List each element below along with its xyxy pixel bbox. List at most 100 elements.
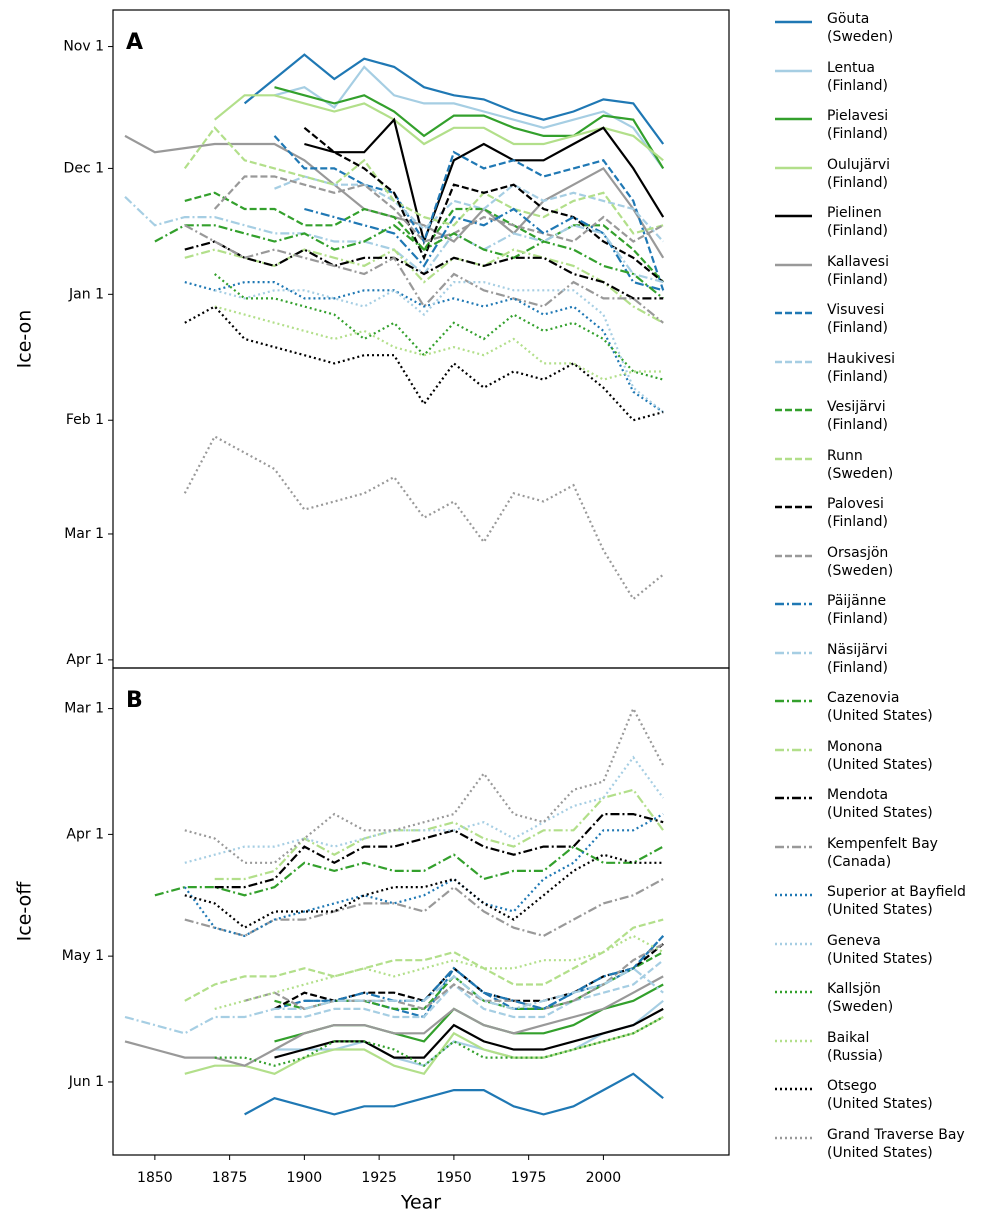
series-line [274, 999, 664, 1067]
legend-label: Palovesi (Finland) [827, 496, 888, 530]
legend-entry: Vesijärvi (Finland) [772, 398, 997, 447]
x-tick-label: 1875 [212, 1170, 248, 1186]
legend-label: Runn (Sweden) [827, 447, 894, 482]
series-line [214, 94, 664, 162]
legend-entry: Visuvesi (Finland) [772, 301, 997, 350]
y-tick-label: Mar 1 [64, 526, 104, 542]
series-line [304, 117, 665, 246]
legend-swatch [775, 457, 812, 460]
legend-swatch [775, 1087, 812, 1091]
series-line [183, 126, 664, 235]
legend-entry: Runn (Sweden) [772, 447, 997, 496]
legend-label: Vesijärvi (Finland) [827, 399, 888, 433]
legend-swatch [775, 748, 812, 751]
y-tick-label: Dec 1 [64, 160, 104, 176]
legend-label: Lentua (Finland) [827, 59, 888, 94]
series-line [184, 706, 665, 864]
legend-entry: Cazenovia (United States) [772, 689, 997, 738]
legend-label: Göuta (Sweden) [827, 11, 894, 45]
legend-swatch [775, 893, 812, 897]
series-line [183, 435, 664, 601]
x-tick-label: 1850 [137, 1170, 173, 1186]
series-line [184, 853, 664, 930]
series-line [273, 135, 665, 291]
legend-label: Visuvesi (Finland) [827, 302, 888, 336]
series-line [124, 966, 664, 1035]
legend-swatch [775, 263, 812, 266]
legend-entry: Haukivesi (Finland) [772, 350, 997, 399]
y-tick-label: Apr 1 [66, 652, 104, 668]
legend-swatch [775, 69, 812, 72]
series-line [214, 934, 664, 1010]
series-line [274, 65, 665, 170]
legend-label: Mendota (United States) [827, 787, 933, 821]
x-tick-label: 1925 [361, 1170, 397, 1186]
y-tick-label: Mar 1 [64, 701, 104, 717]
series-line [214, 305, 664, 381]
legend-entry: Lentua (Finland) [772, 59, 997, 108]
legend-entry: Göuta (Sweden) [772, 10, 997, 59]
legend-entry: Baikal (Russia) [772, 1029, 997, 1078]
x-tick-label: 2000 [586, 1170, 622, 1186]
panel-label: B [126, 688, 143, 713]
series-line [274, 959, 664, 1019]
series-line [214, 813, 664, 889]
legend-entry: Päijänne (Finland) [772, 592, 997, 641]
legend: Göuta (Sweden) Lentua (Finland) Pielavesi … [772, 10, 997, 1174]
legend-label: Haukivesi (Finland) [827, 350, 896, 385]
legend-swatch [775, 360, 812, 363]
series-line [184, 755, 665, 864]
series-line [274, 175, 665, 243]
legend-label: Superior at Bayfield (United States) [827, 884, 966, 918]
legend-entry: Grand Traverse Bay (United States) [772, 1126, 997, 1175]
series-line [243, 53, 665, 145]
legend-entry: Kempenfelt Bay (Canada) [772, 835, 997, 884]
legend-entry: Oulujärvi (Finland) [772, 156, 997, 205]
series-line [184, 878, 664, 938]
series-line [303, 126, 664, 283]
series-line [304, 207, 664, 292]
y-tick-label: Feb 1 [66, 412, 104, 428]
panel-label: A [126, 30, 143, 55]
legend-swatch [775, 1136, 812, 1139]
legend-entry: Näsijärvi (Finland) [772, 641, 997, 690]
series-line [184, 281, 664, 414]
legend-entry: Geneva (United States) [772, 932, 997, 981]
chart: Nov 1 Dec 1 Jan 1 Feb 1 Mar 1 Apr 1 Ice-on A Mar… [14, 9, 730, 1214]
legend-label: Monona (United States) [827, 738, 933, 773]
legend-label: Grand Traverse Bay (United States) [827, 1126, 965, 1161]
legend-label: Näsijärvi (Finland) [827, 641, 888, 676]
legend-entry: Superior at Bayfield (United States) [772, 883, 997, 932]
axes-frame [112, 667, 730, 1156]
legend-swatch [775, 117, 812, 121]
legend-label: Pielavesi (Finland) [827, 108, 889, 142]
legend-swatch [775, 20, 812, 24]
legend-label: Otsego (United States) [827, 1078, 933, 1112]
y-tick-label: Jun 1 [68, 1074, 104, 1090]
y-tick-label: Jan 1 [68, 286, 104, 302]
legend-entry: Orsasjön (Sweden) [772, 544, 997, 593]
series-line [184, 1016, 664, 1076]
x-axis-title: Year [400, 1192, 441, 1214]
legend-entry: Palovesi (Finland) [772, 495, 997, 544]
x-tick-label: 1900 [287, 1170, 323, 1186]
legend-swatch [775, 408, 812, 412]
legend-swatch [775, 602, 812, 606]
series-line [274, 86, 665, 169]
series-line [184, 248, 664, 324]
legend-label: Pielinen (Finland) [827, 205, 888, 239]
series-line [214, 788, 665, 881]
legend-swatch [775, 651, 812, 654]
legend-swatch [775, 505, 812, 509]
y-axis-title: Ice-off [14, 881, 36, 942]
y-tick-label: Apr 1 [66, 826, 104, 842]
series-line [184, 918, 664, 1002]
legend-entry: Otsego (United States) [772, 1077, 997, 1126]
y-tick-label: May 1 [62, 948, 104, 964]
series-line [304, 935, 665, 1011]
legend-label: Päijänne (Finland) [827, 593, 888, 627]
x-tick-label: 1950 [436, 1170, 472, 1186]
legend-swatch [775, 1039, 812, 1042]
legend-swatch [775, 166, 812, 169]
